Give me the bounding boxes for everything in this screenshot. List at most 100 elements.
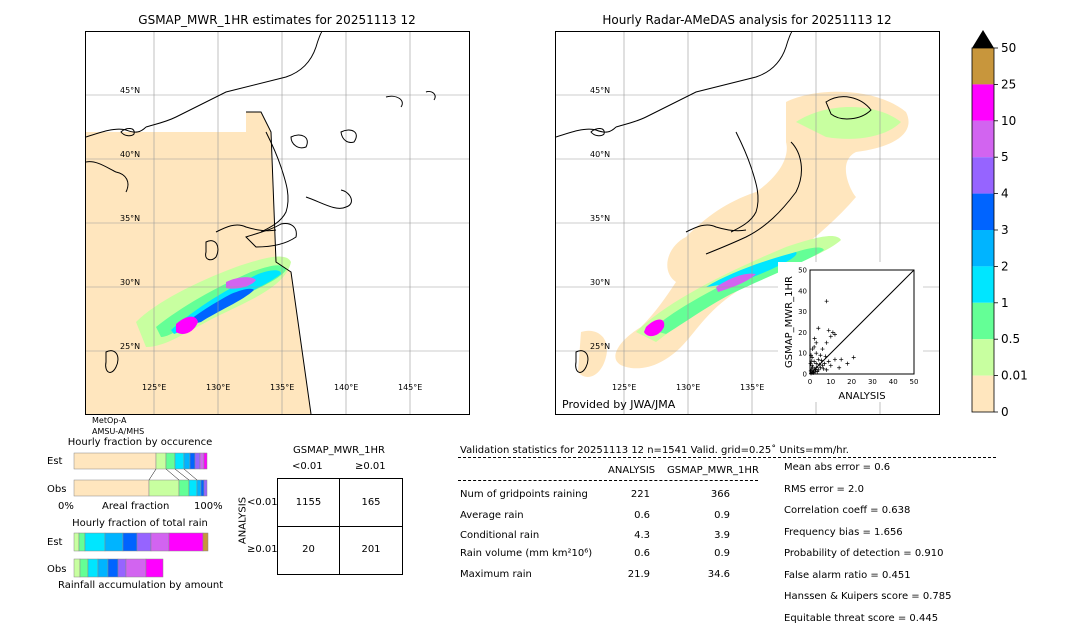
tot-obs-bar: [117, 558, 127, 578]
scatter-point: [809, 359, 814, 364]
coverage-south: [578, 330, 607, 377]
tot-obs-bar: [107, 558, 119, 578]
scatter-point: [851, 355, 856, 360]
scatter-point: [826, 359, 831, 364]
stat-row-label: Conditional rain: [460, 530, 540, 541]
left-map-canvas: 45°N 40°N 35°N 30°N 25°N 125°E 130°E 135…: [86, 32, 469, 414]
scatter-point: [837, 365, 842, 370]
tot-est-bar: [168, 532, 204, 552]
cont-cell: 201: [361, 544, 381, 555]
scatter-point: [832, 357, 837, 362]
tot-est-bar: [104, 532, 124, 552]
scatter-xtick: 20: [847, 378, 856, 386]
colorbar-extend-arrow: [972, 30, 994, 48]
tot-obs-bar: [79, 558, 89, 578]
scatter-point: [809, 353, 814, 358]
colorbar-tick-label: 0: [1001, 405, 1009, 418]
coastline: [86, 32, 436, 373]
occ-est-bar: [165, 452, 176, 470]
cont-row2: ≥0.01: [247, 544, 278, 555]
colorbar-tick-label: 2: [1001, 259, 1009, 273]
cont-col2: ≥0.01: [355, 461, 386, 472]
scatter-point: [839, 357, 844, 362]
occ-obs-bar: [178, 479, 190, 497]
rain-25: [176, 316, 198, 334]
lon-label: 135°E: [740, 383, 764, 392]
tot-title: Hourly fraction of total rain: [72, 518, 208, 529]
stat-row-gsmap: 0.9: [714, 548, 730, 559]
sensor-label-1: MetOp-A: [92, 416, 127, 425]
scatter-point: [808, 361, 813, 366]
scatter-point: [810, 347, 815, 352]
cont-row1: <0.01: [247, 497, 278, 508]
lon-label: 130°E: [676, 383, 700, 392]
scatter-point: [812, 336, 817, 341]
colorbar-block: [972, 266, 994, 303]
occ-obs-bar: [148, 479, 180, 497]
tot-obs-bar: [145, 558, 164, 578]
axis-right: 100%: [194, 501, 223, 512]
tot-footer: Rainfall accumulation by amount: [58, 580, 224, 591]
scatter-point: [824, 340, 829, 345]
scatter-xlabel: ANALYSIS: [838, 391, 885, 402]
lon-label: 130°E: [206, 383, 230, 392]
right-map-title: Hourly Radar-AMeDAS analysis for 2025111…: [602, 13, 892, 27]
colorbar-block: [972, 48, 994, 85]
scatter-xtick: 0: [808, 378, 812, 386]
lat-label: 45°N: [590, 86, 610, 95]
scatter-point: [811, 370, 816, 375]
scatter-point: [830, 330, 835, 335]
stat-row-analysis: 0.6: [634, 548, 650, 559]
scatter-plot: 00 10 10 20 20 30 30 40 40 50 50 ANALYSIS GSMAP_MW…: [784, 267, 919, 403]
stat-row-label: Maximum rain: [460, 569, 532, 580]
rain-10: [716, 273, 756, 292]
scatter-point: [814, 340, 819, 345]
scatter-ytick: 50: [798, 267, 807, 275]
coastline: [556, 32, 872, 373]
occ-est-bar: [199, 452, 205, 470]
colorbar-block: [972, 339, 994, 376]
occ-obs-bar: [200, 479, 205, 497]
scatter-point: [808, 368, 813, 373]
validation-divider: [458, 457, 996, 458]
scatter-ytick: 10: [798, 350, 807, 358]
occ-est-label: Est: [47, 456, 63, 467]
occ-obs-bar: [73, 479, 150, 497]
scatter-point: [812, 344, 817, 349]
scatter-point: [812, 359, 817, 364]
lat-label: 25°N: [590, 342, 610, 351]
colorbar: 50 25 10 5 4 3 2 1 0.5 0.01 0: [966, 28, 1036, 419]
stat-row-gsmap: 3.9: [714, 530, 730, 541]
axis-mid: Areal fraction: [102, 501, 170, 512]
scatter-point: [820, 363, 825, 368]
scatter-ytick: 40: [798, 287, 807, 295]
colorbar-tick-label: 4: [1001, 187, 1009, 201]
scatter-point: [819, 358, 824, 363]
score-line: Probability of detection = 0.910: [784, 548, 944, 559]
stat-row-analysis: 221: [630, 489, 650, 500]
scatter-xtick: 40: [889, 378, 898, 386]
tot-est-label: Est: [47, 537, 63, 548]
colorbar-block: [972, 84, 994, 121]
colorbar-tick-label: 3: [1001, 223, 1009, 237]
cont-side-label: ANALYSIS: [237, 496, 249, 545]
tot-est-bar: [78, 532, 86, 552]
scatter-xtick: 10: [826, 378, 835, 386]
lat-label: 45°N: [120, 86, 140, 95]
score-line: Mean abs error = 0.6: [784, 462, 891, 473]
axis-left: 0%: [58, 501, 74, 512]
scatter-point: [815, 369, 820, 374]
scatter-point: [813, 367, 818, 372]
rain-2: [706, 252, 797, 287]
rain-4: [181, 288, 254, 327]
scatter-point: [816, 357, 821, 362]
scatter-panel: 0 0 10 10 20 20 30 30 40 40 50 50 ANALYSIS GSMAP_MW…: [778, 262, 923, 402]
score-line: False alarm ratio = 0.451: [784, 569, 911, 581]
colorbar-block: [972, 375, 994, 412]
scatter-point: [814, 351, 819, 356]
tot-est-bar: [122, 532, 138, 552]
lat-label: 30°N: [590, 278, 610, 287]
scatter-xtick: 50: [910, 378, 919, 386]
tot-est-bar: [150, 532, 170, 552]
lon-label: 135°E: [270, 383, 294, 392]
